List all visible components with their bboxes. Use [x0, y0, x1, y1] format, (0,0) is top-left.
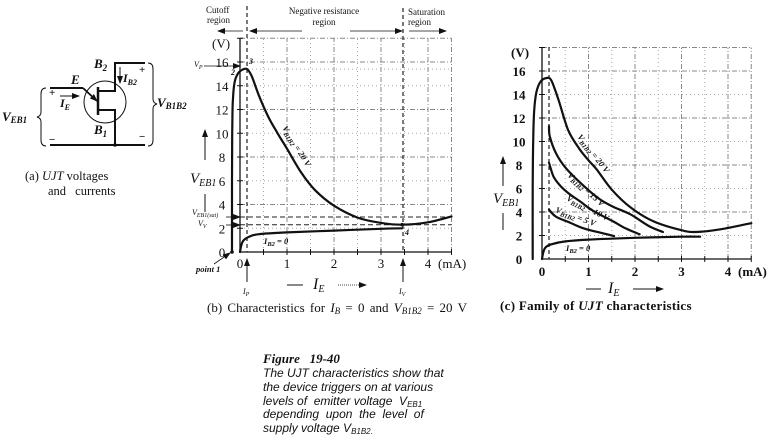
panel-b-chart: Cutoff region Negative resistance region… [190, 5, 468, 316]
veb1-label: VEB1 [2, 109, 27, 125]
y-tick-label: 2 [219, 221, 226, 236]
veb1-sat-label: VEB1(sat) [192, 208, 218, 219]
veb1-plus: + [49, 87, 55, 99]
base2-label: B2 [93, 56, 108, 73]
y-tick-label: 10 [513, 135, 526, 150]
x-tick-label: 4 [725, 264, 732, 279]
curve-vb1b2-15-v [547, 125, 664, 234]
vb1b2-brace-icon [147, 62, 158, 147]
cutoff-region-label-2: region [207, 15, 230, 25]
point1-label: point 1 [195, 264, 220, 274]
vp-label: VP [194, 60, 203, 71]
panel-c-x-axis-label: IE [607, 280, 619, 299]
y-tick-label: 16 [513, 64, 527, 79]
y-tick-label: 12 [216, 103, 229, 118]
ujt-symbol-icon [50, 62, 145, 147]
panel-a-caption-line2: and currents [48, 184, 116, 198]
x-tick-label: 3 [678, 264, 685, 279]
x-tick-label: 0 [539, 264, 546, 279]
panel-a-ujt-circuit: E B2 B1 IB2 IE + − + − VEB1 VB1B2 (a) UJ… [2, 56, 187, 198]
x-tick-label: 2 [632, 264, 639, 279]
vv-label: VV [198, 219, 208, 230]
panel-c-y-axis-label: VEB1 [493, 191, 519, 209]
panel-b-y-axis-label: VEB1 [190, 171, 216, 189]
curve-vb1b2-20-v [531, 76, 753, 261]
figure-caption-line5: supply voltage VB1B2. [263, 421, 373, 436]
x-tick-label: 3 [378, 256, 385, 271]
base1-label: B1 [93, 122, 107, 139]
point3-label: 3 [248, 57, 253, 66]
curve-ib2-0 [540, 235, 702, 261]
vb1b2-label: VB1B2 [157, 95, 187, 111]
y-tick-label: 6 [516, 182, 523, 197]
emitter-label: E [70, 72, 80, 87]
iv-label: IV [398, 287, 407, 298]
point4-marker [400, 222, 404, 227]
ip-label: IP [242, 287, 250, 298]
x-tick-label: 1 [284, 256, 291, 271]
negative-resistance-region-label-2: region [313, 17, 336, 27]
negative-resistance-region-label: Negative resistance [289, 6, 359, 16]
curve-vb1b2-10-v [547, 161, 641, 236]
figure-caption-block: Figure 19-40 The UJT characteristics sho… [262, 351, 444, 436]
point2-label: 2 [230, 68, 235, 77]
y-tick-label: 2 [516, 229, 523, 244]
panel-c-y-unit: (V) [511, 45, 529, 60]
veb1-minus: − [49, 134, 55, 146]
curve-ib2-0 [238, 227, 404, 254]
y-tick-label: 4 [219, 198, 226, 213]
panel-b-curves [230, 67, 453, 254]
figure-caption-line2: the device triggers on at various [263, 380, 433, 394]
saturation-region-label-2: region [408, 17, 431, 27]
c-ib2-zero-label: IB2 = 0 [565, 243, 591, 255]
veb1-brace-icon [36, 87, 47, 147]
x-tick-label: 0 [237, 256, 244, 271]
y-tick-label: 14 [216, 79, 230, 94]
point4-label: 4 [404, 228, 409, 237]
ib2-label: IB2 [122, 71, 137, 87]
panel-b-x-unit: (mA) [438, 256, 466, 271]
panel-c-caption: (c) Family of UJT characteristics [500, 298, 692, 313]
y-tick-label: 12 [513, 111, 526, 126]
point1-marker [230, 250, 234, 254]
panel-c-grid [539, 47, 752, 262]
curve-vb1b2-20-v [230, 67, 453, 254]
figure-caption-line4: depending upon the level of [263, 407, 425, 421]
panel-b-caption: (b) Characteristics for IB = 0 and VB1B2… [207, 300, 468, 316]
y-tick-label: 8 [516, 158, 523, 173]
y-tick-label: 4 [516, 205, 523, 220]
y-tick-label: 6 [219, 174, 226, 189]
x-tick-label: 4 [425, 256, 432, 271]
vb1b2-plus: + [139, 64, 145, 76]
y-tick-label: 0 [516, 252, 523, 267]
y-tick-label: 16 [216, 55, 230, 70]
panel-a-caption-line1: (a) UJT voltages [25, 169, 108, 183]
figure-caption-line1: The UJT characteristics show that [263, 366, 444, 380]
panel-c-curves [531, 76, 753, 261]
y-tick-label: 14 [513, 88, 527, 103]
panel-c-x-unit: (mA) [738, 264, 767, 279]
x-tick-label: 1 [585, 264, 592, 279]
saturation-region-label: Saturation [408, 7, 445, 17]
point1-arrow-icon [213, 252, 231, 265]
region-labels: Cutoff region Negative resistance region… [206, 5, 447, 34]
figure-number: Figure 19-40 [262, 351, 340, 366]
panel-b-y-unit: (V) [212, 36, 230, 51]
figure-caption-line3: levels of emitter voltage VEB1 [263, 394, 422, 409]
panel-b-x-axis-label: IE [312, 276, 324, 295]
y-tick-label: 10 [216, 126, 229, 141]
y-tick-label: 0 [219, 245, 226, 260]
ie-label: IE [59, 96, 70, 112]
c-20v-label: VB1B2 = 20 V [574, 132, 613, 177]
x-tick-label: 2 [331, 256, 338, 271]
cutoff-region-label: Cutoff [206, 5, 229, 15]
vb1b2-minus: − [139, 131, 145, 143]
curve-vb1b2-5-v [547, 208, 616, 238]
y-tick-label: 8 [219, 150, 226, 165]
ib2-zero-curve-label: IB2 = 0 [263, 236, 289, 248]
